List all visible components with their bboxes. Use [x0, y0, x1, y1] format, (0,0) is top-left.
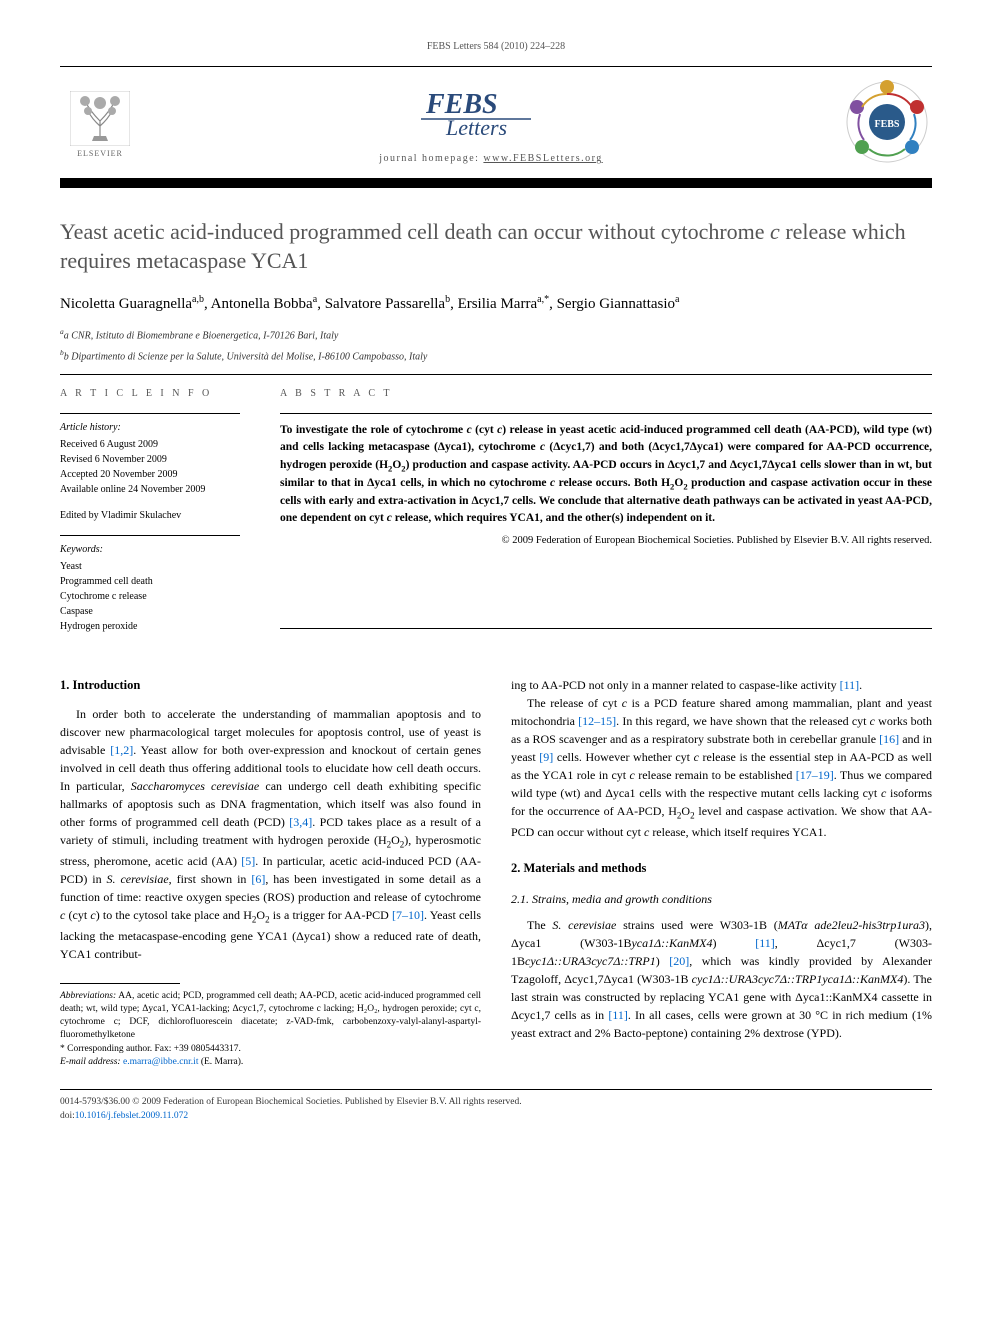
homepage-line: journal homepage: www.FEBSLetters.org — [379, 152, 603, 166]
corresponding-footnote: * Corresponding author. Fax: +39 0805443… — [60, 1043, 481, 1056]
homepage-url[interactable]: www.FEBSLetters.org — [483, 153, 602, 164]
running-head: FEBS Letters 584 (2010) 224–228 — [60, 40, 932, 54]
article-info-label: A R T I C L E I N F O — [60, 387, 240, 401]
affil-b-text: b Dipartimento di Scienze per la Salute,… — [64, 351, 428, 362]
body-column-right: ing to AA-PCD not only in a manner relat… — [511, 676, 932, 1069]
publisher-name: ELSEVIER — [77, 148, 123, 159]
ref-20[interactable]: [20] — [669, 954, 689, 968]
abbrev-text: AA, acetic acid; PCD, programmed cell de… — [60, 991, 481, 1041]
email-footnote: E-mail address: e.marra@ibbe.cnr.it (E. … — [60, 1056, 481, 1069]
intro-heading: 1. Introduction — [60, 676, 481, 695]
ref-17-19[interactable]: [17–19] — [796, 768, 834, 782]
body-column-left: 1. Introduction In order both to acceler… — [60, 676, 481, 1069]
intro-para-1-cont: ing to AA-PCD not only in a manner relat… — [511, 676, 932, 694]
ref-9[interactable]: [9] — [539, 750, 553, 764]
methods-para-1: The S. cerevisiae strains used were W303… — [511, 916, 932, 1042]
keyword-1: Yeast — [60, 559, 240, 574]
doi-link[interactable]: 10.1016/j.febslet.2009.11.072 — [75, 1111, 188, 1121]
affil-a-text: a CNR, Istituto di Biomembrane e Bioener… — [64, 331, 339, 342]
email-link[interactable]: e.marra@ibbe.cnr.it — [123, 1057, 198, 1067]
homepage-label: journal homepage: — [379, 153, 479, 164]
ref-11c[interactable]: [11] — [608, 1008, 628, 1022]
society-logo: FEBS — [842, 77, 932, 172]
abstract-text: To investigate the role of cytochrome c … — [280, 422, 932, 527]
author-2: , Antonella Bobba — [204, 296, 313, 312]
keywords-block: Keywords: Yeast Programmed cell death Cy… — [60, 535, 240, 634]
title-italic: c — [770, 219, 780, 244]
copyright-line: © 2009 Federation of European Biochemica… — [280, 534, 932, 549]
keywords-title: Keywords: — [60, 542, 240, 557]
abstract-label: A B S T R A C T — [280, 387, 932, 401]
history-received: Received 6 August 2009 — [60, 437, 240, 452]
ref-16[interactable]: [16] — [879, 732, 899, 746]
svg-text:FEBS: FEBS — [874, 119, 899, 130]
abbrev-label: Abbreviations: — [60, 991, 116, 1001]
history-revised: Revised 6 November 2009 — [60, 452, 240, 467]
methods-subheading: 2.1. Strains, media and growth condition… — [511, 890, 932, 908]
affiliation-a: aa CNR, Istituto di Biomembrane e Bioene… — [60, 327, 932, 343]
author-4-affil: a,* — [537, 294, 549, 305]
journal-logo: FEBS Letters journal homepage: www.FEBSL… — [379, 83, 603, 166]
ref-11[interactable]: [11] — [840, 678, 860, 692]
footer-copyright: 0014-5793/$36.00 © 2009 Federation of Eu… — [60, 1096, 932, 1109]
febs-letters-logo-icon: FEBS Letters — [421, 83, 561, 143]
ref-3-4[interactable]: [3,4] — [289, 815, 312, 829]
affiliation-b: bb Dipartimento di Scienze per la Salute… — [60, 348, 932, 364]
ref-12-15[interactable]: [12–15] — [578, 714, 616, 728]
article-history-block: Article history: Received 6 August 2009 … — [60, 413, 240, 497]
ref-11b[interactable]: [11] — [755, 936, 775, 950]
email-label: E-mail address: — [60, 1057, 121, 1067]
ref-6[interactable]: [6] — [251, 872, 265, 886]
footnote-rule — [60, 983, 180, 984]
ref-5[interactable]: [5] — [241, 854, 255, 868]
author-list: Nicoletta Guaragnellaa,b, Antonella Bobb… — [60, 293, 932, 315]
history-online: Available online 24 November 2009 — [60, 482, 240, 497]
abbreviations-footnote: Abbreviations: AA, acetic acid; PCD, pro… — [60, 990, 481, 1043]
methods-heading: 2. Materials and methods — [511, 859, 932, 878]
abstract-column: A B S T R A C T To investigate the role … — [260, 375, 932, 646]
doi-label: doi: — [60, 1111, 75, 1121]
title-text-1: Yeast acetic acid-induced programmed cel… — [60, 219, 770, 244]
editor-line: Edited by Vladimir Skulachev — [60, 509, 240, 523]
elsevier-logo: ELSEVIER — [60, 85, 140, 165]
keyword-2: Programmed cell death — [60, 574, 240, 589]
email-person: (E. Marra). — [198, 1057, 243, 1067]
history-title: Article history: — [60, 420, 240, 435]
article-title: Yeast acetic acid-induced programmed cel… — [60, 218, 932, 275]
intro-para-1: In order both to accelerate the understa… — [60, 705, 481, 963]
header-rule — [60, 178, 932, 188]
footer-doi: doi:10.1016/j.febslet.2009.11.072 — [60, 1110, 932, 1123]
ref-7-10[interactable]: [7–10] — [392, 908, 424, 922]
history-accepted: Accepted 20 November 2009 — [60, 467, 240, 482]
keyword-3: Cytochrome c release — [60, 589, 240, 604]
author-1-affil: a,b — [192, 294, 204, 305]
febs-society-icon: FEBS — [842, 77, 932, 167]
article-info-column: A R T I C L E I N F O Article history: R… — [60, 375, 260, 646]
author-1: Nicoletta Guaragnella — [60, 296, 192, 312]
ref-1-2[interactable]: [1,2] — [110, 743, 133, 757]
intro-para-2: The release of cyt c is a PCD feature sh… — [511, 694, 932, 841]
keyword-4: Caspase — [60, 604, 240, 619]
author-5: , Sergio Giannattasio — [549, 296, 675, 312]
journal-header: ELSEVIER FEBS Letters journal homepage: … — [60, 66, 932, 172]
elsevier-tree-icon — [70, 91, 130, 146]
author-5-affil: a — [675, 294, 679, 305]
keyword-5: Hydrogen peroxide — [60, 619, 240, 634]
author-3: , Salvatore Passarella — [317, 296, 445, 312]
author-4: , Ersilia Marra — [450, 296, 537, 312]
page-footer: 0014-5793/$36.00 © 2009 Federation of Eu… — [60, 1089, 932, 1123]
